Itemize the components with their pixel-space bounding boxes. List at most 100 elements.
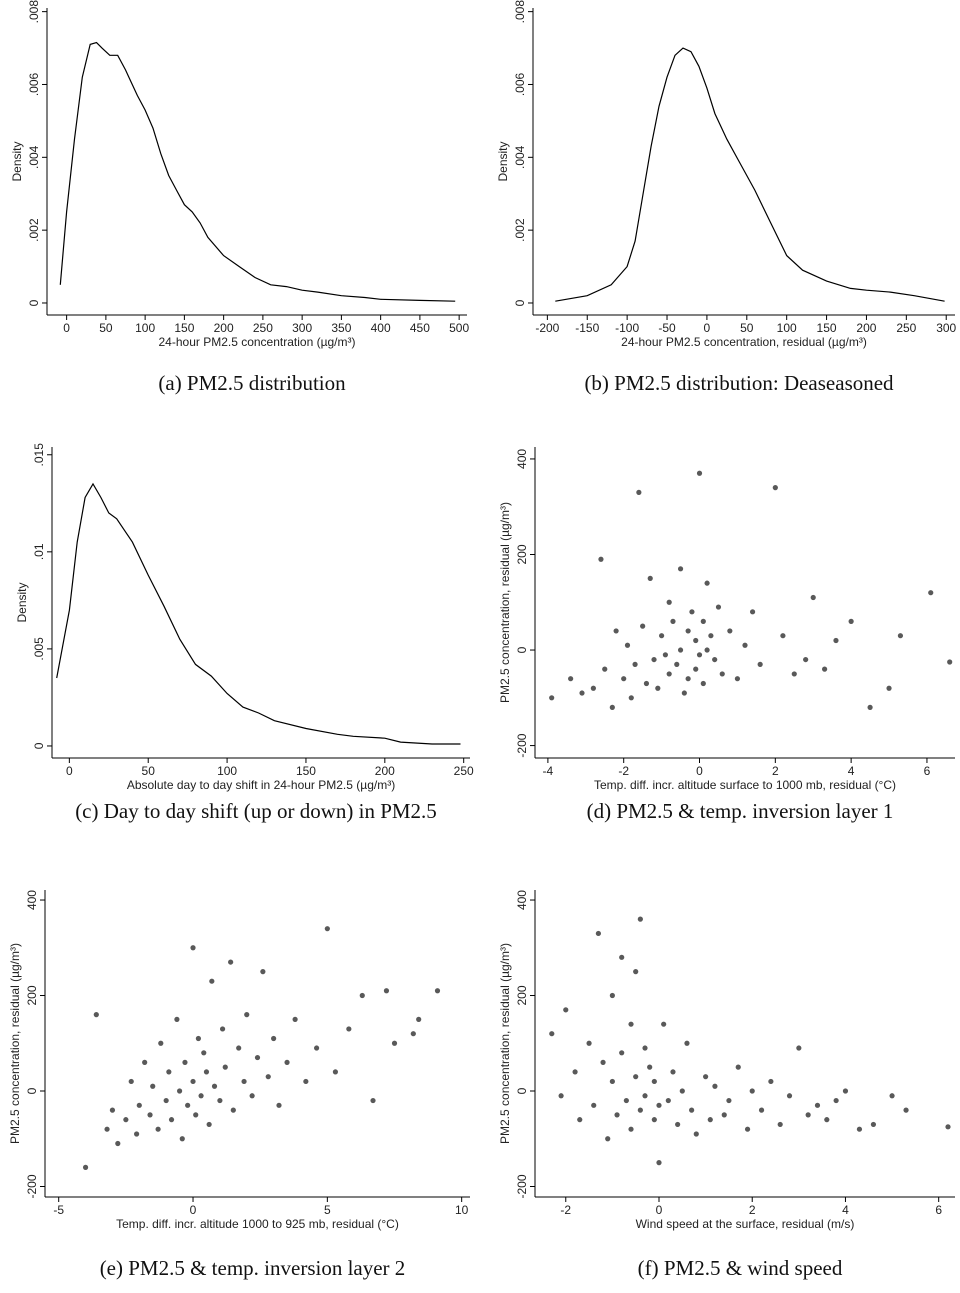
- point: [886, 685, 892, 691]
- point: [947, 659, 953, 665]
- caption: (f) PM2.5 & wind speed: [638, 1256, 843, 1280]
- x-tick-label: 2: [749, 1203, 756, 1217]
- x-tick-label: -50: [658, 321, 676, 335]
- point: [558, 1093, 564, 1099]
- point: [284, 1059, 290, 1065]
- point: [128, 1078, 134, 1085]
- point: [236, 1045, 242, 1051]
- x-tick-label: 50: [99, 321, 113, 335]
- point: [684, 1040, 690, 1046]
- y-tick-label: 200: [515, 544, 529, 564]
- point: [628, 1126, 634, 1132]
- point: [185, 1102, 191, 1108]
- point: [549, 1031, 555, 1037]
- point: [903, 1107, 909, 1113]
- point: [928, 590, 934, 596]
- point: [637, 916, 643, 922]
- point: [591, 1102, 597, 1108]
- x-tick-label: 0: [66, 764, 73, 778]
- point: [777, 1121, 783, 1128]
- y-tick-label: 400: [515, 890, 529, 910]
- y-axis-title: PM2.5 concentration, residual (µg/m³): [498, 943, 512, 1144]
- point: [222, 1064, 228, 1070]
- point: [700, 680, 706, 687]
- point: [621, 676, 627, 682]
- point: [174, 1016, 180, 1022]
- point: [623, 1097, 629, 1104]
- point: [332, 1069, 339, 1075]
- point: [640, 623, 646, 629]
- y-tick-label: .008: [513, 0, 527, 23]
- y-tick-label: 0: [25, 1087, 39, 1094]
- point: [803, 656, 809, 663]
- point: [897, 633, 904, 639]
- point: [147, 1112, 153, 1118]
- x-tick-label: 4: [848, 764, 855, 778]
- x-tick-label: 6: [935, 1203, 942, 1217]
- point: [822, 666, 828, 672]
- point: [206, 1121, 212, 1128]
- point: [742, 642, 748, 648]
- point: [677, 566, 684, 572]
- point: [666, 599, 672, 605]
- point: [590, 685, 596, 691]
- point: [211, 1083, 218, 1089]
- point: [647, 1064, 653, 1070]
- point: [675, 1121, 681, 1128]
- point: [292, 1016, 298, 1022]
- point: [609, 992, 615, 999]
- x-tick-label: 250: [253, 321, 273, 335]
- point: [670, 618, 676, 624]
- point: [568, 676, 574, 682]
- x-tick-label: 0: [696, 764, 703, 778]
- point: [824, 1117, 830, 1123]
- point: [613, 628, 619, 634]
- point: [726, 1097, 732, 1104]
- y-tick-label: .004: [513, 145, 527, 169]
- x-tick-label: 0: [63, 321, 70, 335]
- y-axis-title: Density: [496, 141, 510, 181]
- point: [791, 671, 797, 677]
- point: [744, 1126, 751, 1132]
- point: [217, 1097, 223, 1104]
- density-line: [56, 482, 461, 745]
- point: [696, 470, 703, 476]
- point: [609, 704, 615, 710]
- x-tick-label: -200: [535, 321, 559, 335]
- point: [856, 1126, 863, 1132]
- point: [579, 690, 585, 696]
- x-tick-label: 300: [292, 321, 312, 335]
- y-tick-label: 200: [25, 985, 39, 1005]
- point: [244, 1012, 250, 1018]
- point: [810, 594, 816, 601]
- point: [572, 1069, 578, 1075]
- x-tick-label: 50: [142, 764, 156, 778]
- point: [249, 1093, 255, 1099]
- point: [93, 1012, 99, 1018]
- point: [651, 1117, 657, 1123]
- y-tick-label: 0: [32, 742, 46, 749]
- point: [651, 656, 657, 663]
- y-tick-label: .004: [27, 145, 41, 169]
- point: [636, 489, 642, 495]
- point: [656, 1160, 662, 1166]
- x-tick-label: -5: [53, 1203, 64, 1217]
- point: [383, 988, 390, 994]
- point: [805, 1112, 811, 1118]
- point: [786, 1093, 793, 1099]
- x-tick-label: 350: [331, 321, 351, 335]
- point: [642, 1045, 648, 1051]
- point: [241, 1078, 247, 1085]
- x-tick-label: 150: [296, 764, 316, 778]
- point: [700, 618, 706, 624]
- y-tick-label: .002: [27, 218, 41, 242]
- x-axis-title: 24-hour PM2.5 concentration, residual (µ…: [621, 335, 867, 349]
- point: [703, 1074, 709, 1080]
- x-tick-label: 5: [324, 1203, 331, 1217]
- y-tick-label: .006: [27, 72, 41, 96]
- point: [203, 1069, 210, 1075]
- y-tick-label: .006: [513, 72, 527, 96]
- point: [346, 1026, 352, 1032]
- y-tick-label: 0: [515, 1087, 529, 1094]
- point: [359, 992, 365, 999]
